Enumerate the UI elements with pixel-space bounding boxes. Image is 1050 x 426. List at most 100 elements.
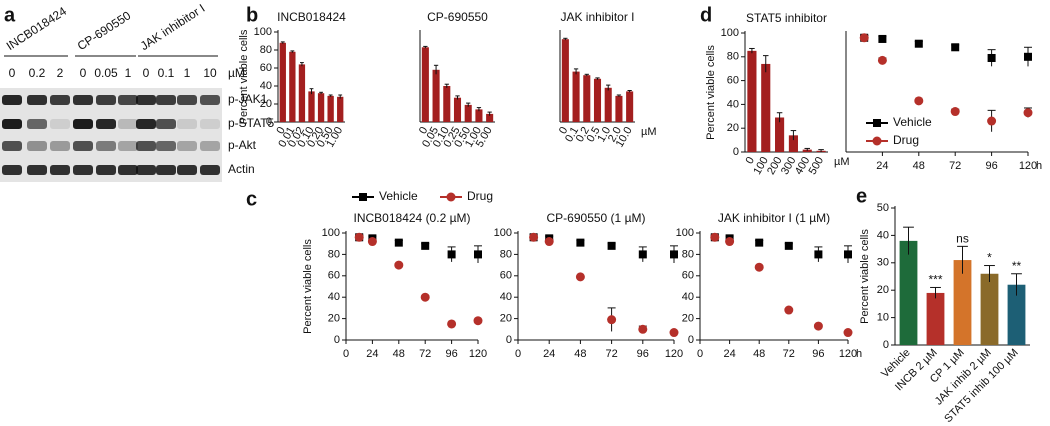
x-tick-label: 24 [543, 348, 555, 360]
marker [914, 96, 924, 106]
marker [872, 136, 882, 146]
bar [298, 64, 306, 122]
y-tick-label: 20 [260, 98, 272, 110]
y-tick-label: 20 [682, 313, 694, 325]
blot-band [27, 141, 47, 151]
x-tick-label: 96 [445, 348, 457, 360]
blot-band [200, 119, 220, 129]
blot-band [73, 95, 93, 105]
marker [669, 328, 679, 338]
x-tick-label: 0 [343, 348, 349, 360]
marker [447, 250, 456, 259]
x-tick-label: 120 [665, 348, 683, 360]
y-tick-label: 40 [328, 291, 340, 303]
group-name: JAK inhibitor I [138, 1, 208, 53]
blot-band [177, 165, 197, 175]
error-bar [957, 245, 968, 274]
x-unit: µM [834, 156, 850, 168]
dose-label: 2 [57, 66, 64, 80]
y-tick-label: 40 [727, 98, 739, 110]
marker [873, 119, 881, 127]
y-tick-label: 80 [260, 44, 272, 56]
significance-label: ** [1012, 259, 1022, 273]
y-tick-label: 80 [328, 248, 340, 260]
x-tick-label: 120 [839, 348, 857, 360]
marker [529, 232, 539, 242]
bar [953, 260, 972, 345]
marker [575, 272, 585, 282]
x-tick-label: 48 [574, 348, 586, 360]
blot-band [96, 95, 116, 105]
blot-band [118, 119, 138, 129]
marker [447, 319, 457, 329]
x-tick-label: 0 [515, 348, 521, 360]
bar [475, 109, 483, 122]
x-tick-label: 0 [274, 125, 287, 136]
marker [544, 237, 554, 247]
chart-title: CP-690550 [427, 10, 488, 24]
x-tick-label: 120 [469, 348, 487, 360]
marker [638, 324, 648, 334]
chart-title: STAT5 inhibitor [746, 11, 827, 25]
marker [1024, 52, 1032, 61]
error-bar [309, 88, 314, 95]
error-bar [328, 94, 333, 97]
x-tick-label: 500 [807, 155, 827, 177]
panel-label: b [246, 4, 258, 26]
marker [987, 116, 997, 126]
blot-band [200, 165, 220, 175]
bar [788, 135, 798, 152]
marker [755, 238, 764, 247]
panel-label: d [700, 4, 712, 26]
bar [279, 42, 286, 122]
bar [464, 104, 472, 122]
error-bar [616, 94, 622, 97]
marker [421, 241, 430, 250]
y-tick-label: 40 [877, 229, 889, 241]
blot-band [136, 95, 156, 105]
legend-label: Vehicle [893, 115, 932, 129]
x-tick-label: 120 [1019, 160, 1037, 172]
marker [473, 316, 483, 326]
error-bar [487, 111, 492, 116]
bar [289, 51, 296, 122]
error-bar [423, 45, 428, 49]
y-tick-label: 40 [260, 80, 272, 92]
x-tick-label: 96 [985, 160, 997, 172]
error-bar [776, 112, 783, 123]
blot-band [156, 141, 176, 151]
y-axis-label: Percent viable cells [859, 229, 871, 324]
y-tick-label: 40 [682, 291, 694, 303]
y-tick-label: 60 [682, 270, 694, 282]
x-unit: µM [641, 126, 657, 138]
bar [615, 95, 623, 122]
blot-band [177, 95, 197, 105]
blot-band [27, 95, 47, 105]
marker [446, 192, 456, 202]
y-tick-label: 20 [500, 313, 512, 325]
error-bar [584, 73, 589, 77]
marker [754, 262, 764, 272]
bar [583, 75, 591, 122]
blot-band [96, 165, 116, 175]
bar [308, 91, 315, 122]
bar [926, 292, 945, 345]
blot-band [2, 119, 22, 129]
blot-band [27, 119, 47, 129]
x-unit: h [1036, 160, 1042, 172]
blot-band [118, 141, 138, 151]
blot-band [96, 119, 116, 129]
y-tick-label: 10 [877, 312, 889, 324]
blot-band [2, 95, 22, 105]
marker [394, 260, 404, 270]
significance-label: *** [928, 273, 942, 287]
protein-label: p-STAT5 [228, 116, 275, 130]
blot-band [200, 95, 220, 105]
error-bar [319, 91, 323, 95]
marker [367, 237, 377, 247]
y-tick-label: 0 [883, 339, 889, 351]
blot-band [118, 95, 138, 105]
bar [980, 273, 999, 345]
error-bar [455, 95, 460, 100]
bar [775, 117, 785, 152]
